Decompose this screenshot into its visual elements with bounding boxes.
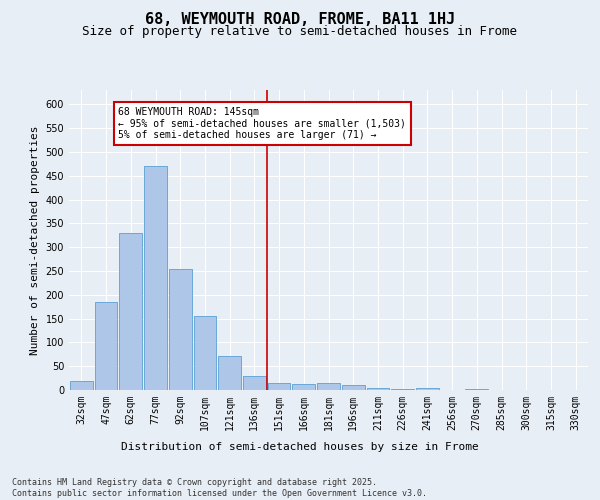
Bar (367, 388, 389, 390)
Bar (268, 383, 290, 390)
Bar (218, 356, 241, 390)
Text: Distribution of semi-detached houses by size in Frome: Distribution of semi-detached houses by … (121, 442, 479, 452)
Bar (292, 384, 315, 390)
Bar (119, 233, 142, 390)
Bar (70, 382, 93, 390)
Bar (342, 385, 365, 390)
Text: 68, WEYMOUTH ROAD, FROME, BA11 1HJ: 68, WEYMOUTH ROAD, FROME, BA11 1HJ (145, 12, 455, 28)
Text: Contains HM Land Registry data © Crown copyright and database right 2025.
Contai: Contains HM Land Registry data © Crown c… (12, 478, 427, 498)
Bar (144, 166, 167, 390)
Text: Size of property relative to semi-detached houses in Frome: Size of property relative to semi-detach… (83, 25, 517, 38)
Bar (466, 389, 488, 390)
Y-axis label: Number of semi-detached properties: Number of semi-detached properties (30, 125, 40, 355)
Bar (169, 268, 191, 390)
Bar (95, 302, 118, 390)
Bar (317, 384, 340, 390)
Bar (243, 376, 266, 390)
Bar (391, 388, 414, 390)
Bar (416, 388, 439, 390)
Text: 68 WEYMOUTH ROAD: 145sqm
← 95% of semi-detached houses are smaller (1,503)
5% of: 68 WEYMOUTH ROAD: 145sqm ← 95% of semi-d… (118, 106, 406, 140)
Bar (194, 316, 216, 390)
